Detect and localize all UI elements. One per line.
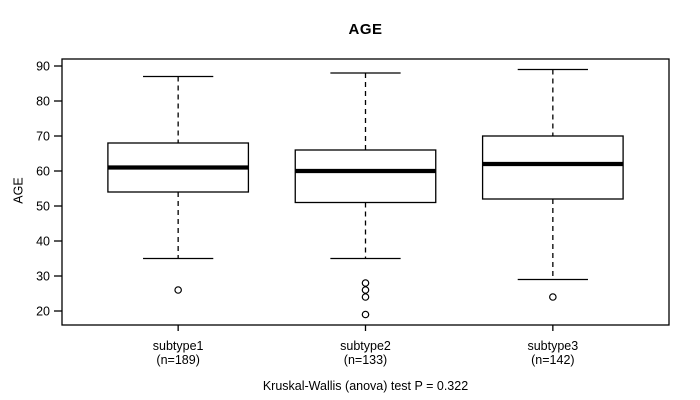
- y-tick-label: 80: [36, 94, 50, 108]
- y-tick-label: 50: [36, 199, 50, 213]
- group-sublabel: (n=133): [344, 353, 387, 367]
- y-tick-label: 30: [36, 269, 50, 283]
- outlier-point: [361, 310, 370, 319]
- group-label: subtype3: [527, 339, 578, 353]
- y-axis-label: AGE: [11, 177, 26, 204]
- iqr-box: [294, 149, 437, 204]
- group-sublabel: (n=142): [531, 353, 574, 367]
- y-tick-label: 70: [36, 129, 50, 143]
- outlier-point: [174, 286, 182, 294]
- y-tick-label: 20: [36, 304, 50, 318]
- outlier-point: [549, 293, 557, 301]
- group-label: subtype2: [340, 339, 391, 353]
- chart-title: AGE: [348, 21, 383, 38]
- y-tick-label: 90: [36, 59, 50, 73]
- iqr-box: [481, 135, 624, 200]
- y-tick-label: 40: [36, 234, 50, 248]
- outlier-point: [361, 293, 370, 301]
- boxplot-group-subtype1: subtype1(n=189): [107, 75, 250, 367]
- boxplot-group-subtype2: subtype2(n=133): [294, 72, 437, 367]
- stat-test-caption: Kruskal-Wallis (anova) test P = 0.322: [262, 379, 469, 393]
- outlier-point: [361, 279, 370, 287]
- group-label: subtype1: [153, 339, 204, 353]
- boxplot-group-subtype3: subtype3(n=142): [481, 68, 624, 367]
- y-tick-label: 60: [36, 164, 50, 178]
- group-sublabel: (n=189): [156, 353, 199, 367]
- outlier-point: [361, 286, 370, 294]
